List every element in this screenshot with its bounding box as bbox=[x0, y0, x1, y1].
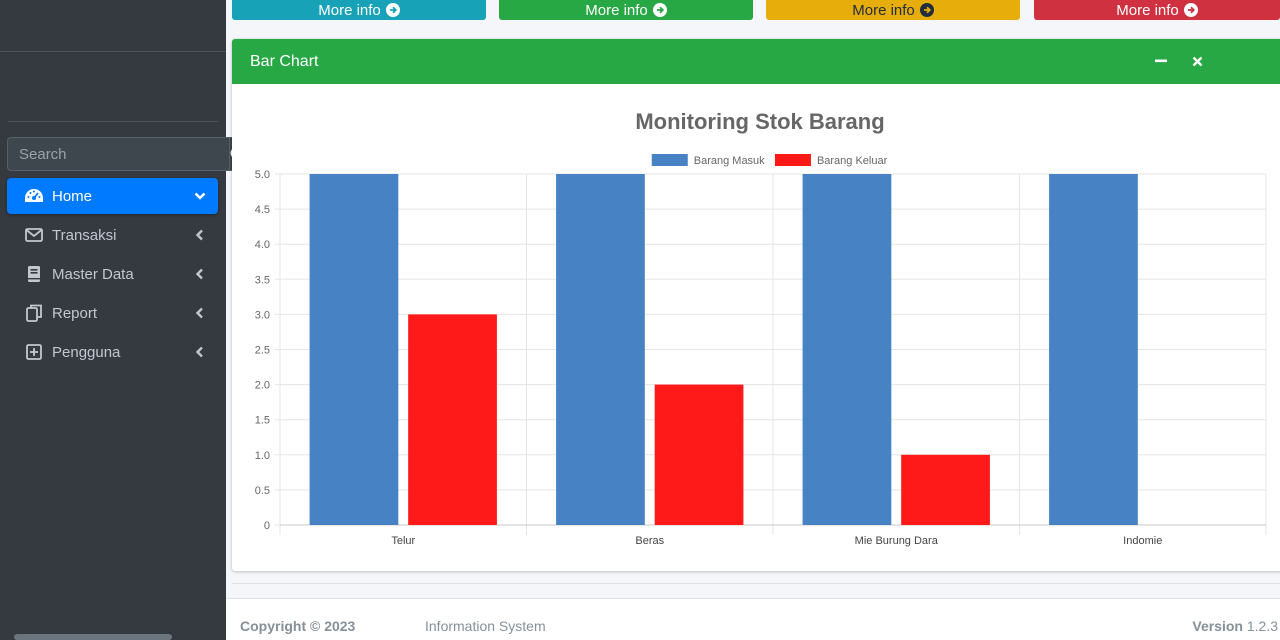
sidebar-search bbox=[7, 137, 246, 171]
plus-square-icon bbox=[24, 343, 44, 361]
card-title: Bar Chart bbox=[250, 52, 319, 70]
book-icon bbox=[24, 265, 44, 283]
sidebar-item-master-data[interactable]: Master Data bbox=[7, 256, 218, 292]
chevron-left-icon bbox=[194, 268, 206, 280]
sidebar-item-home[interactable]: Home bbox=[7, 178, 218, 214]
chart-legend: Barang Masuk Barang Keluar bbox=[651, 154, 888, 167]
more-info-link-4[interactable]: More info bbox=[1034, 0, 1280, 20]
y-tick-label: 0 bbox=[264, 520, 270, 532]
more-info-label: More info bbox=[852, 1, 915, 19]
bar-barang-keluar-telur[interactable] bbox=[408, 314, 497, 525]
y-tick-label: 4.5 bbox=[255, 204, 270, 216]
chevron-left-icon bbox=[194, 346, 206, 358]
legend-swatch[interactable] bbox=[774, 154, 811, 166]
arrow-circle-right-icon bbox=[1183, 3, 1198, 17]
y-tick-label: 2.0 bbox=[255, 380, 270, 392]
more-info-label: More info bbox=[1116, 1, 1179, 19]
chevron-left-icon bbox=[194, 229, 206, 241]
chart-bars bbox=[309, 174, 1138, 525]
legend-swatch[interactable] bbox=[651, 154, 688, 166]
bar-barang-masuk-indomie[interactable] bbox=[1049, 174, 1138, 525]
search-input[interactable] bbox=[7, 137, 229, 171]
copy-icon bbox=[24, 304, 44, 322]
chart-area: Monitoring Stok Barang Barang Masuk Baran… bbox=[232, 84, 1280, 571]
sidebar-nav: Home Transaksi bbox=[7, 178, 218, 373]
card-header: Bar Chart bbox=[232, 39, 1280, 84]
more-info-link-1[interactable]: More info bbox=[232, 0, 486, 20]
y-tick-label: 2.5 bbox=[255, 345, 270, 357]
version-number: 1.2.3 bbox=[1246, 618, 1278, 634]
y-tick-label: 0.5 bbox=[255, 485, 270, 497]
more-info-link-3[interactable]: More info bbox=[766, 0, 1020, 20]
footer-copyright: Copyright © 2023 bbox=[240, 618, 356, 634]
legend-label[interactable]: Barang Masuk bbox=[694, 155, 765, 167]
y-tick-label: 1.0 bbox=[255, 450, 270, 462]
footer: Copyright © 2023 Information System Vers… bbox=[226, 598, 1280, 640]
more-info-link-2[interactable]: More info bbox=[499, 0, 753, 20]
sidebar-item-label: Home bbox=[52, 187, 93, 205]
arrow-circle-right-icon bbox=[919, 3, 934, 17]
sidebar-item-pengguna[interactable]: Pengguna bbox=[7, 334, 218, 370]
x-tick-label: Indomie bbox=[1123, 535, 1162, 547]
sidebar-item-label: Transaksi bbox=[52, 226, 117, 244]
chevron-left-icon bbox=[194, 307, 206, 319]
sidebar-item-label: Report bbox=[52, 304, 98, 322]
y-tick-label: 4.0 bbox=[255, 239, 270, 251]
collapse-button[interactable] bbox=[1154, 52, 1168, 70]
footer-system-name: Information System bbox=[425, 618, 546, 634]
sidebar-scrollbar[interactable] bbox=[14, 634, 172, 640]
y-tick-label: 3.0 bbox=[255, 309, 270, 321]
bar-barang-masuk-mie-burung-dara[interactable] bbox=[802, 174, 892, 525]
legend-label[interactable]: Barang Keluar bbox=[817, 155, 888, 167]
y-tick-label: 1.5 bbox=[255, 415, 270, 427]
card-tools bbox=[1154, 52, 1204, 70]
x-axis: Telur Beras Mie Burung Dara Indomie bbox=[391, 535, 1162, 547]
sidebar-item-transaksi[interactable]: Transaksi bbox=[7, 217, 218, 253]
minus-icon bbox=[1155, 59, 1167, 63]
bar-barang-keluar-beras[interactable] bbox=[654, 384, 744, 525]
y-tick-label: 5.0 bbox=[255, 169, 270, 181]
arrow-circle-right-icon bbox=[652, 3, 667, 17]
more-info-label: More info bbox=[585, 1, 648, 19]
arrow-circle-right-icon bbox=[385, 3, 400, 17]
more-info-label: More info bbox=[318, 1, 381, 19]
sidebar-item-label: Master Data bbox=[52, 265, 134, 283]
sidebar: Home Transaksi bbox=[0, 0, 246, 640]
chevron-down-icon bbox=[194, 190, 206, 202]
bar-barang-keluar-mie-burung-dara[interactable] bbox=[901, 454, 990, 525]
y-axis: 0 0.5 1.0 1.5 2.0 2.5 3.0 3.5 4.0 4.5 5.0 bbox=[255, 169, 270, 532]
close-icon bbox=[1192, 56, 1202, 66]
y-tick-label: 3.5 bbox=[255, 274, 270, 286]
sidebar-item-report[interactable]: Report bbox=[7, 295, 218, 331]
version-label: Version bbox=[1192, 618, 1243, 634]
tachometer-icon bbox=[24, 187, 44, 205]
x-tick-label: Beras bbox=[635, 535, 664, 547]
remove-button[interactable] bbox=[1190, 52, 1204, 70]
x-tick-label: Telur bbox=[391, 535, 415, 547]
x-tick-label: Mie Burung Dara bbox=[855, 535, 939, 547]
content-divider bbox=[232, 583, 1280, 584]
bar-barang-masuk-telur[interactable] bbox=[309, 174, 399, 525]
bar-barang-masuk-beras[interactable] bbox=[556, 174, 645, 525]
sidebar-item-label: Pengguna bbox=[52, 343, 121, 361]
bar-chart-card: Bar Chart Monitoring Stok Barang Barang … bbox=[232, 39, 1280, 571]
brand-divider bbox=[0, 51, 226, 52]
chart-title: Monitoring Stok Barang bbox=[635, 109, 884, 134]
user-panel-divider bbox=[8, 121, 218, 122]
footer-version: Version 1.2.3 bbox=[1192, 618, 1278, 634]
envelope-icon bbox=[24, 226, 44, 244]
bar-chart: Monitoring Stok Barang Barang Masuk Baran… bbox=[255, 109, 1267, 547]
